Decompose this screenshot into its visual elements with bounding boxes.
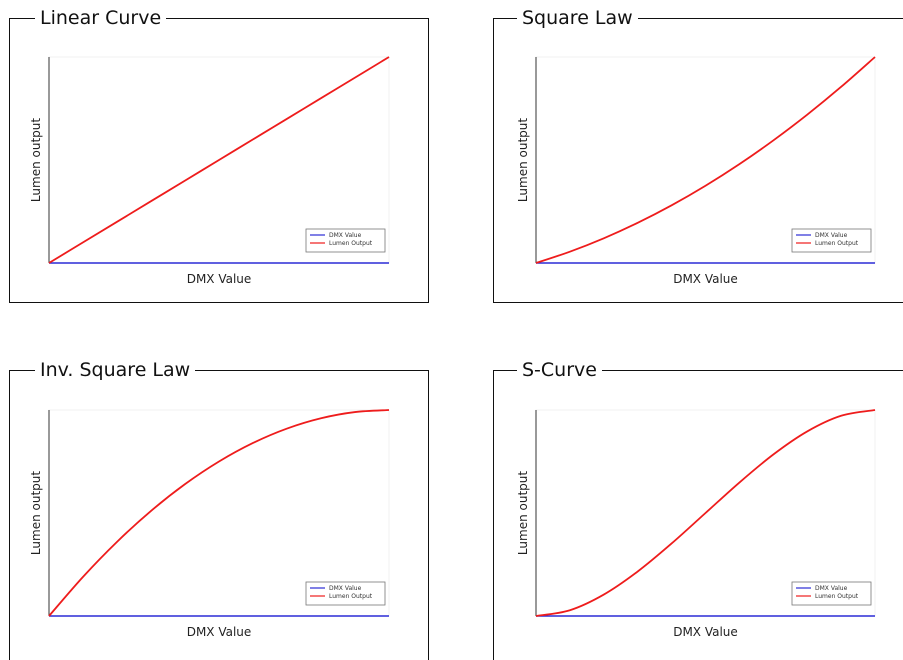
chart-panel-3: [9, 370, 429, 660]
y-axis-label: Lumen output: [29, 471, 43, 555]
legend-entry: DMX Value: [329, 232, 362, 239]
x-axis-label: DMX Value: [187, 272, 252, 286]
x-axis-label: DMX Value: [673, 625, 738, 639]
x-axis-label: DMX Value: [673, 272, 738, 286]
chart-panel-4: [493, 370, 903, 660]
chart-title: S-Curve: [517, 359, 602, 381]
legend-entry: DMX Value: [815, 585, 848, 592]
chart-panel-1: [9, 18, 429, 303]
legend-box: [305, 581, 386, 606]
series-line-lumen-output: [48, 56, 390, 264]
legend-entry: Lumen Output: [815, 593, 859, 600]
y-axis-label: Lumen output: [29, 118, 43, 202]
legend-entry: Lumen Output: [329, 593, 373, 600]
legend-entry: Lumen Output: [815, 240, 859, 247]
chart-title: Square Law: [517, 7, 638, 29]
legend-entry: DMX Value: [815, 232, 848, 239]
chart-title: Linear Curve: [35, 7, 167, 29]
x-axis-label: DMX Value: [187, 625, 252, 639]
chart-panel-2: [493, 18, 903, 303]
legend-entry: DMX Value: [329, 585, 362, 592]
y-axis-label: Lumen output: [516, 471, 530, 555]
series-line-lumen-output: [535, 409, 876, 617]
y-axis-label: Lumen output: [516, 118, 530, 202]
series-line-lumen-output: [535, 56, 876, 264]
chart-title: Inv. Square Law: [35, 359, 196, 381]
series-line-lumen-output: [48, 409, 390, 617]
legend-box: [305, 228, 386, 253]
legend-box: [791, 228, 872, 253]
legend-entry: Lumen Output: [329, 240, 373, 247]
legend-box: [791, 581, 872, 606]
